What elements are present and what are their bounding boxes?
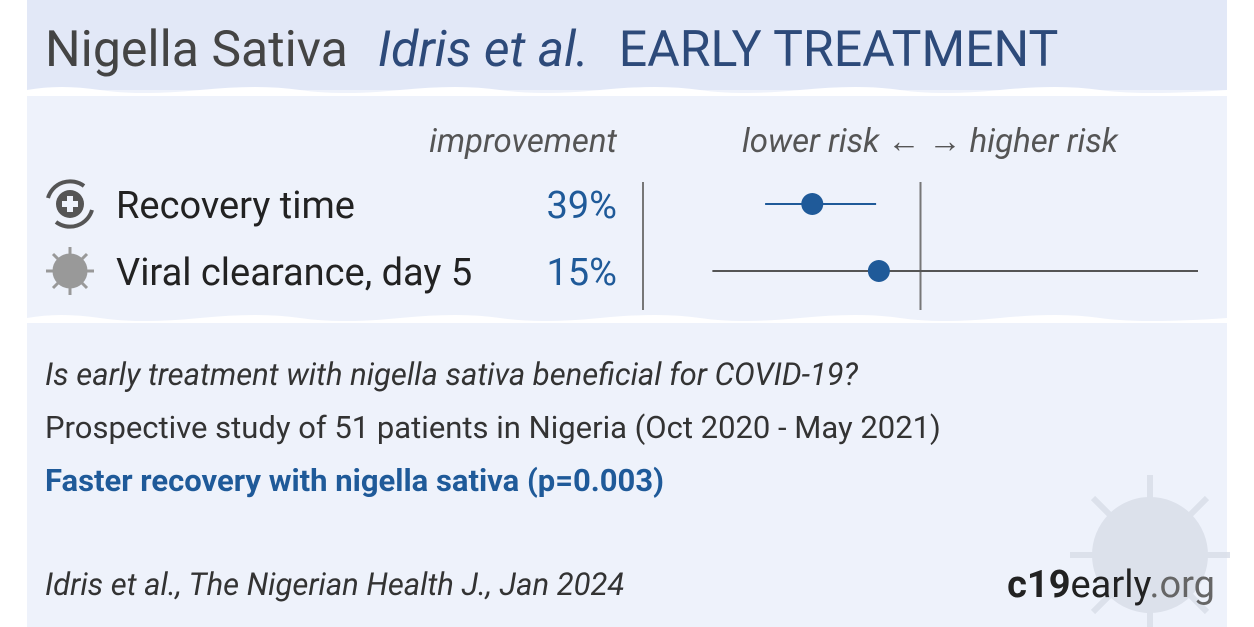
study: Prospective study of 51 patients in Nige… xyxy=(45,409,941,446)
recovery-icon xyxy=(46,179,94,229)
outcome-label: Viral clearance, day 5 xyxy=(116,251,472,295)
drug-name: Nigella Sativa xyxy=(45,21,348,79)
improvement-label: 39% xyxy=(546,184,617,228)
wave-divider xyxy=(27,87,1227,96)
title-band xyxy=(27,0,1227,90)
outcome-label: Recovery time xyxy=(116,184,355,228)
result: Faster recovery with nigella sativa (p=0… xyxy=(45,462,664,499)
wave-divider xyxy=(27,315,1227,323)
question: Is early treatment with nigella sativa b… xyxy=(45,356,859,393)
logo-part: c19 xyxy=(1007,563,1070,607)
improvement-label: 15% xyxy=(546,251,617,295)
logo-part: early xyxy=(1071,563,1152,607)
authors: Idris et al. xyxy=(378,21,589,79)
point-estimate xyxy=(867,260,890,282)
axis-label: lower risk ← → higher risk xyxy=(742,122,1119,161)
card-background xyxy=(27,0,1227,627)
point-estimate xyxy=(801,193,824,215)
stage: EARLY TREATMENT xyxy=(619,21,1059,79)
virus-watermark xyxy=(1070,475,1230,627)
logo: c19early.org xyxy=(1007,563,1215,607)
column-header: improvement xyxy=(429,122,617,161)
virus-icon xyxy=(46,247,94,295)
title: Nigella Sativa Idris et al. EARLY TREATMEN… xyxy=(45,21,1058,79)
citation: Idris et al., The Nigerian Health J., Ja… xyxy=(45,566,624,603)
logo-part: .org xyxy=(1149,563,1215,607)
